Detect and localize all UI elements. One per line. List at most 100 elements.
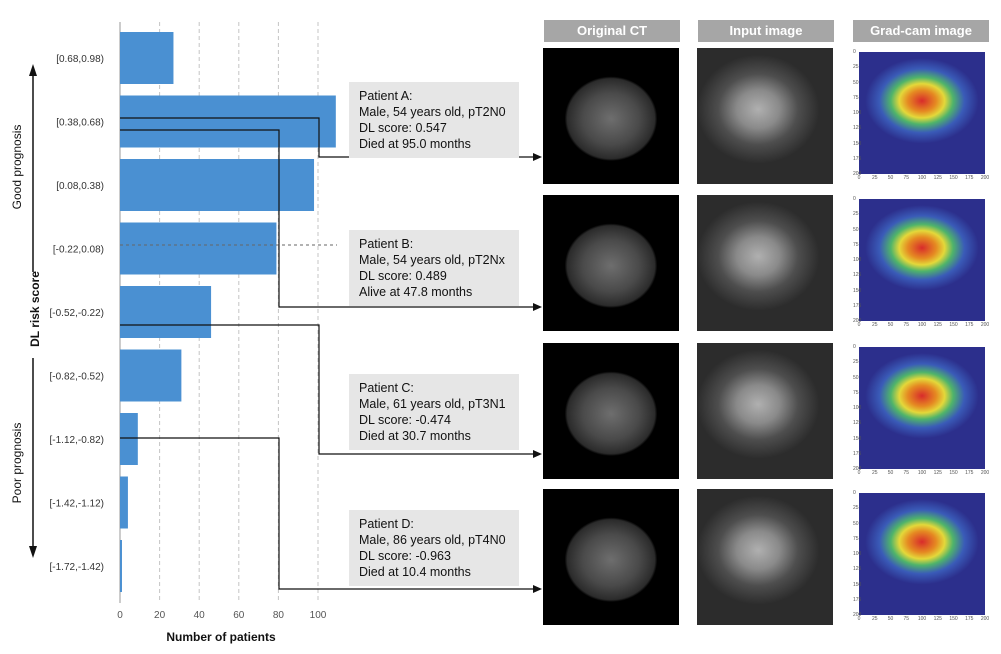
gradcam-y-tick: 75 [853, 389, 859, 396]
bar-8 [120, 540, 122, 592]
bar-4 [120, 286, 212, 338]
gradcam-y-tick: 25 [853, 505, 859, 512]
gradcam-y-tick: 150 [853, 435, 862, 442]
category-label-3: [-0.22,0.08) [53, 245, 104, 256]
gradcam-x-tick: 175 [965, 616, 974, 622]
gradcam-y-tick: 25 [853, 64, 859, 71]
chart-category-labels: [0.68,0.98) [0.38,0.68) [0.08,0.38) [-0.22,… [50, 54, 104, 573]
category-label-5: [-0.82,-0.52) [50, 372, 104, 383]
gradcam-y-tick: 100 [853, 551, 862, 557]
patient-b-name: Patient B: [359, 237, 414, 251]
patient-d-info: Patient D: Male, 86 years old, pT4N0 DL … [349, 510, 519, 586]
gradcam-x-tick: 150 [949, 470, 958, 476]
gradcam-y-tick: 25 [853, 359, 859, 366]
category-label-8: [-1.72,-1.42) [50, 562, 104, 573]
gradcam-x-tick: 50 [887, 322, 894, 328]
patient-d-name: Patient D: [359, 517, 414, 531]
good-prognosis-label: Good prognosis [10, 125, 24, 210]
gradcam-x-tick: 175 [965, 470, 974, 476]
gradcam-x-tick: 0 [857, 322, 861, 328]
poor-prognosis-label: Poor prognosis [10, 423, 24, 504]
ct-image-patient-b [543, 195, 679, 331]
gradcam-x-tick: 0 [857, 175, 861, 181]
gradcam-y-tick: 100 [853, 110, 862, 116]
gradcam-x-axis: 0 25 50 75 100 125 150 175 200 [857, 175, 989, 184]
patient-c-desc: Male, 61 years old, pT3N1 [359, 397, 506, 411]
gradcam-image-patient-d: 0 25 50 75 100 125 150 175 200 0 25 50 75 100 125 150 17… [853, 489, 989, 625]
gradcam-x-tick: 75 [903, 616, 910, 622]
gradcam-x-tick: 150 [949, 322, 958, 328]
gradcam-y-axis: 0 25 50 75 100 125 150 175 200 [853, 344, 862, 472]
gradcam-y-tick: 175 [853, 596, 862, 603]
gradcam-x-tick: 100 [917, 322, 927, 328]
gradcam-y-tick: 125 [853, 566, 862, 573]
patient-a-info: Patient A: Male, 54 years old, pT2N0 DL … [349, 82, 519, 158]
x-tick-label-20: 20 [154, 610, 166, 621]
x-tick-label-80: 80 [273, 610, 285, 621]
gradcam-y-tick: 175 [853, 450, 862, 457]
header-input-image: Input image [698, 20, 834, 42]
gradcam-x-tick: 175 [965, 175, 974, 181]
gradcam-x-tick: 50 [887, 175, 894, 181]
input-image-patient-c [697, 343, 833, 479]
gradcam-y-tick: 125 [853, 125, 862, 132]
connector-arrowheads [533, 153, 542, 593]
gradcam-x-tick: 100 [917, 470, 927, 476]
gradcam-x-tick: 50 [887, 616, 894, 622]
gradcam-y-axis: 0 25 50 75 100 125 150 175 200 [853, 196, 862, 324]
gradcam-y-tick: 50 [853, 79, 859, 86]
gradcam-x-tick: 75 [903, 322, 910, 328]
gradcam-x-tick: 125 [933, 175, 942, 181]
gradcam-y-tick: 0 [853, 49, 856, 55]
gradcam-x-axis: 0 25 50 75 100 125 150 175 200 [857, 322, 989, 331]
gradcam-x-tick: 100 [917, 616, 927, 622]
patient-a-name: Patient A: [359, 89, 413, 103]
gradcam-x-tick: 200 [980, 175, 989, 181]
gradcam-y-tick: 50 [853, 226, 859, 233]
gradcam-x-tick: 25 [871, 322, 878, 328]
x-tick-label-0: 0 [117, 610, 123, 621]
category-label-4: [-0.52,-0.22) [50, 308, 104, 319]
chart-x-axis-label: Number of patients [166, 630, 276, 644]
gradcam-x-tick: 200 [980, 616, 989, 622]
patient-c-info: Patient C: Male, 61 years old, pT3N1 DL … [349, 374, 519, 450]
gradcam-x-tick: 175 [965, 322, 974, 328]
gradcam-y-tick: 175 [853, 155, 862, 162]
gradcam-y-axis: 0 25 50 75 100 125 150 175 200 [853, 490, 862, 618]
gradcam-y-tick: 175 [853, 302, 862, 309]
patient-c-score: DL score: -0.474 [359, 413, 451, 427]
gradcam-image-patient-c: 0 25 50 75 100 125 150 175 200 0 25 50 75 100 125 150 17… [853, 343, 989, 479]
category-label-6: [-1.12,-0.82) [50, 435, 104, 446]
gradcam-x-tick: 125 [933, 616, 942, 622]
chart-x-tick-labels: 0 20 40 60 80 100 [117, 610, 327, 621]
gradcam-y-tick: 25 [853, 211, 859, 218]
patient-b-outcome: Alive at 47.8 months [359, 285, 473, 299]
gradcam-y-tick: 75 [853, 241, 859, 248]
gradcam-y-tick: 100 [853, 405, 862, 411]
gradcam-x-tick: 50 [887, 470, 894, 476]
bar-3 [120, 222, 277, 275]
gradcam-x-tick: 75 [903, 470, 910, 476]
gradcam-y-tick: 200 [853, 171, 862, 177]
header-original-ct: Original CT [544, 20, 680, 42]
bar-2 [120, 159, 315, 211]
ct-image-patient-c [543, 343, 679, 479]
gradcam-y-tick: 75 [853, 94, 859, 101]
gradcam-y-tick: 150 [853, 140, 862, 147]
x-tick-label-100: 100 [310, 610, 327, 621]
gradcam-y-tick: 200 [853, 612, 862, 618]
gradcam-y-tick: 150 [853, 287, 862, 294]
patient-d-desc: Male, 86 years old, pT4N0 [359, 533, 506, 547]
gradcam-x-tick: 75 [903, 175, 910, 181]
gradcam-y-tick: 50 [853, 374, 859, 381]
gradcam-x-tick: 125 [933, 322, 942, 328]
gradcam-y-tick: 0 [853, 344, 856, 350]
gradcam-y-tick: 0 [853, 196, 856, 202]
category-label-0: [0.68,0.98) [56, 54, 104, 65]
patient-d-score: DL score: -0.963 [359, 549, 451, 563]
x-tick-label-40: 40 [194, 610, 206, 621]
patient-a-outcome: Died at 95.0 months [359, 137, 471, 151]
gradcam-x-tick: 25 [871, 616, 878, 622]
gradcam-y-tick: 125 [853, 420, 862, 427]
